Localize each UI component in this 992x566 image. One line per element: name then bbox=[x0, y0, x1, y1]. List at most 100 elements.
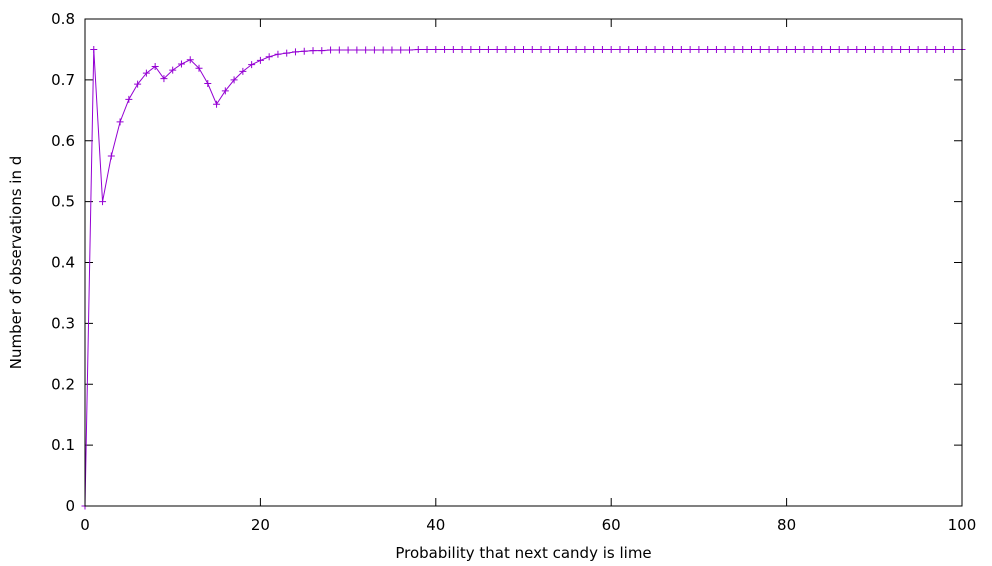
data-point bbox=[914, 45, 922, 53]
y-tick-label: 0.3 bbox=[51, 314, 75, 332]
y-tick-label: 0.6 bbox=[51, 132, 75, 150]
data-point bbox=[90, 45, 98, 53]
y-tick-label: 0.8 bbox=[51, 10, 75, 28]
data-point bbox=[300, 47, 308, 55]
plot-frame bbox=[84, 18, 963, 507]
data-point bbox=[555, 45, 563, 53]
data-point bbox=[511, 45, 519, 53]
data-point bbox=[186, 56, 194, 64]
data-point bbox=[844, 45, 852, 53]
data-point bbox=[256, 56, 264, 64]
data-point bbox=[730, 45, 738, 53]
data-point bbox=[441, 45, 449, 53]
data-point bbox=[590, 45, 598, 53]
data-point bbox=[932, 45, 940, 53]
data-point bbox=[888, 45, 896, 53]
y-tick-label: 0.7 bbox=[51, 71, 75, 89]
data-point bbox=[642, 45, 650, 53]
data-point bbox=[791, 45, 799, 53]
data-series bbox=[81, 45, 966, 510]
data-point bbox=[397, 46, 405, 54]
data-point bbox=[151, 62, 159, 70]
y-tick-label: 0.2 bbox=[51, 375, 75, 393]
data-point bbox=[265, 53, 273, 61]
data-point bbox=[353, 46, 361, 54]
x-tick-labels: 0 20 40 60 80 100 bbox=[80, 516, 976, 534]
data-point bbox=[230, 76, 238, 84]
data-point bbox=[756, 45, 764, 53]
data-point bbox=[116, 118, 124, 126]
data-point bbox=[467, 45, 475, 53]
y-tick-label: 0 bbox=[65, 497, 75, 515]
data-point bbox=[484, 45, 492, 53]
data-point bbox=[493, 45, 501, 53]
series-line bbox=[84, 48, 962, 507]
data-point bbox=[520, 45, 527, 53]
data-point bbox=[502, 45, 510, 53]
data-point bbox=[195, 64, 203, 72]
data-point bbox=[528, 45, 536, 53]
data-point bbox=[853, 45, 861, 53]
data-point bbox=[107, 152, 115, 160]
data-point bbox=[818, 45, 826, 53]
data-point bbox=[169, 66, 177, 74]
y-tick-label: 0.1 bbox=[51, 436, 75, 454]
data-point bbox=[677, 45, 685, 53]
axis-ticks bbox=[84, 18, 963, 507]
data-point bbox=[291, 48, 299, 56]
data-point bbox=[923, 45, 931, 53]
data-point bbox=[125, 95, 133, 103]
data-point bbox=[414, 45, 422, 53]
x-tick-label: 80 bbox=[777, 516, 796, 534]
data-point bbox=[862, 45, 870, 53]
data-point bbox=[405, 46, 413, 54]
data-point bbox=[248, 61, 256, 69]
data-point bbox=[563, 45, 571, 53]
x-tick-label: 0 bbox=[80, 516, 90, 534]
x-tick-label: 100 bbox=[948, 516, 977, 534]
data-point bbox=[449, 45, 457, 53]
data-point bbox=[204, 80, 212, 88]
data-point bbox=[625, 45, 633, 53]
data-point bbox=[318, 47, 326, 55]
data-point bbox=[274, 50, 282, 58]
data-point bbox=[142, 69, 150, 77]
data-point bbox=[607, 45, 615, 53]
y-axis-label: Number of observations in d bbox=[7, 156, 25, 370]
data-point bbox=[344, 46, 352, 54]
data-point bbox=[870, 45, 878, 53]
data-point bbox=[940, 45, 948, 53]
data-point bbox=[809, 45, 817, 53]
data-point bbox=[379, 46, 387, 54]
data-point bbox=[897, 45, 905, 53]
data-point bbox=[221, 87, 229, 95]
data-point bbox=[177, 60, 185, 68]
data-point bbox=[826, 45, 834, 53]
data-point bbox=[879, 45, 887, 53]
data-point bbox=[748, 45, 756, 53]
data-point bbox=[283, 49, 291, 57]
y-tick-label: 0.4 bbox=[51, 254, 75, 272]
data-point bbox=[362, 46, 370, 54]
data-point bbox=[546, 45, 554, 53]
data-point bbox=[99, 198, 107, 206]
data-point bbox=[423, 45, 431, 53]
data-point bbox=[765, 45, 773, 53]
x-axis-label: Probability that next candy is lime bbox=[395, 544, 651, 562]
data-point bbox=[370, 46, 378, 54]
data-point bbox=[634, 45, 642, 53]
x-tick-label: 40 bbox=[426, 516, 445, 534]
data-point bbox=[432, 45, 440, 53]
data-point bbox=[458, 45, 466, 53]
data-point bbox=[134, 80, 142, 88]
data-point bbox=[160, 75, 168, 83]
data-point bbox=[213, 100, 221, 108]
data-point bbox=[660, 45, 668, 53]
data-point bbox=[616, 45, 624, 53]
data-point bbox=[581, 45, 589, 53]
data-point bbox=[800, 45, 808, 53]
data-point bbox=[309, 47, 317, 55]
x-tick-label: 60 bbox=[602, 516, 621, 534]
data-point bbox=[537, 45, 545, 53]
